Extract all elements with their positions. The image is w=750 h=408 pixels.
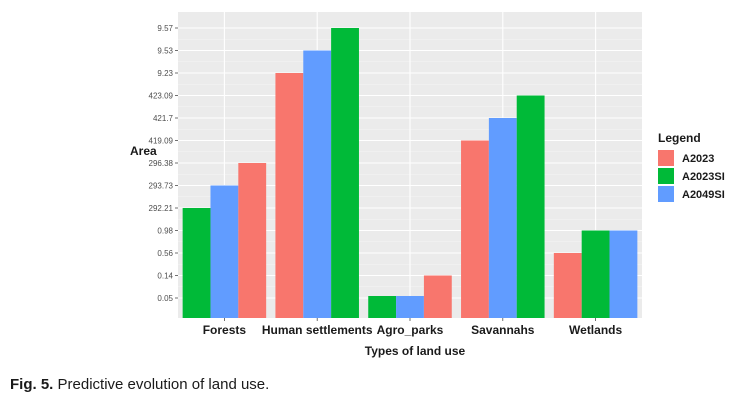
y-axis-title: Area [130, 144, 157, 158]
y-tick-label: 9.23 [157, 69, 173, 78]
y-tick-labels: 0.05 0.14 0.56 0.98 292.21 293.73 296.38 419.09… [149, 24, 178, 303]
bar [368, 296, 397, 318]
x-category-label: Agro_parks [377, 323, 444, 337]
y-tick-label: 0.14 [157, 272, 173, 281]
y-tick-label: 423.09 [149, 92, 174, 101]
figure-label: Fig. 5. [10, 376, 54, 393]
bar [182, 208, 211, 318]
bar [331, 28, 359, 318]
x-category-label: Savannahs [471, 323, 535, 337]
y-tick-label: 0.56 [157, 249, 173, 258]
bar [303, 50, 332, 318]
legend-title: Legend [658, 131, 701, 145]
legend-swatch [658, 186, 674, 202]
y-tick-label: 9.57 [157, 24, 173, 33]
bar [461, 140, 489, 318]
bar [488, 118, 517, 318]
x-category-label: Wetlands [569, 323, 622, 337]
x-category-labels: Forests Human settlements Agro_parks Savann… [203, 318, 622, 337]
bar [396, 296, 424, 318]
figure-caption: Fig. 5. Predictive evolution of land use… [10, 376, 269, 393]
y-tick-label: 0.98 [157, 227, 173, 236]
bar [423, 275, 452, 318]
x-axis-title: Types of land use [365, 344, 466, 358]
legend-swatch [658, 168, 674, 184]
y-tick-label: 9.53 [157, 47, 173, 56]
y-tick-label: 419.09 [149, 137, 174, 146]
bar [516, 95, 545, 318]
bar [210, 185, 239, 318]
legend-label: A2049SI [682, 189, 725, 201]
y-tick-label: 293.73 [149, 182, 174, 191]
bar [275, 73, 304, 318]
legend-label: A2023SI [682, 171, 725, 183]
x-category-label: Human settlements [262, 323, 373, 337]
y-tick-label: 296.38 [149, 159, 174, 168]
legend-label: A2023 [682, 153, 714, 165]
figure-caption-text: Predictive evolution of land use. [53, 376, 270, 393]
bar [581, 230, 610, 318]
bars [182, 28, 638, 318]
y-tick-label: 0.05 [157, 294, 173, 303]
legend: Legend A2023 A2023SI A2049SI [658, 131, 725, 202]
bar [238, 163, 267, 318]
bar-chart: 0.05 0.14 0.56 0.98 292.21 293.73 296.38 419.09… [130, 12, 725, 358]
legend-swatch [658, 150, 674, 166]
y-tick-label: 292.21 [149, 204, 174, 213]
bar [553, 253, 582, 318]
y-tick-label: 421.7 [153, 114, 174, 123]
bar [609, 230, 638, 318]
x-category-label: Forests [203, 323, 247, 337]
